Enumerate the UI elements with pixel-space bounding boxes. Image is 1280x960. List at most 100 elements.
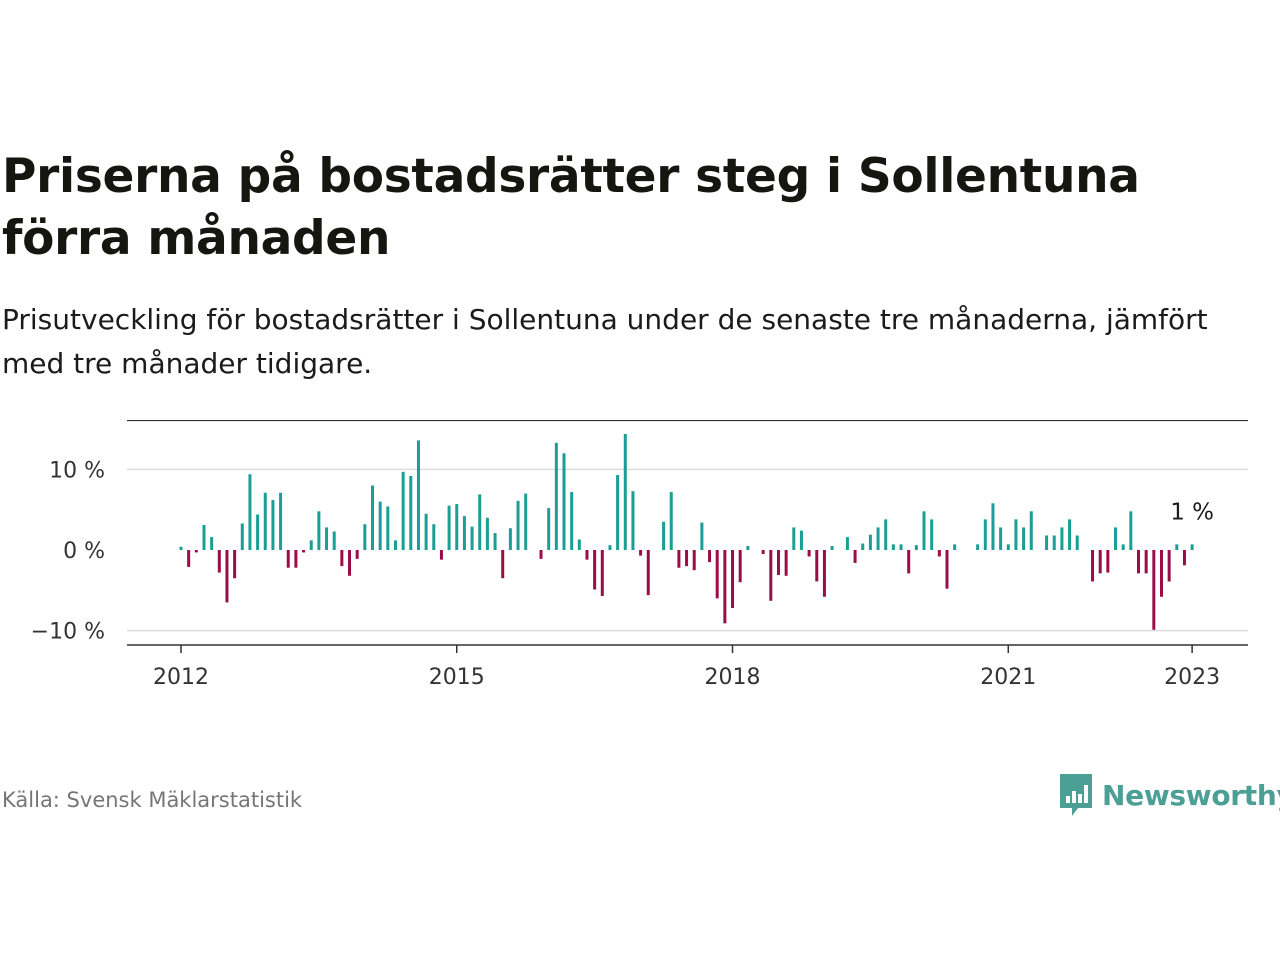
x-tick-label: 2012	[153, 665, 209, 690]
bar	[723, 550, 727, 624]
bar	[600, 550, 604, 596]
bar	[930, 519, 934, 550]
bar	[286, 550, 290, 568]
bar	[516, 500, 520, 550]
bar	[386, 506, 390, 550]
bar	[547, 508, 551, 550]
gridlines	[127, 468, 1248, 632]
bar	[355, 550, 359, 559]
bar	[210, 537, 214, 550]
newsworthy-logo-icon	[1060, 774, 1092, 816]
bar	[577, 539, 581, 550]
bar	[845, 537, 849, 550]
bar	[187, 550, 191, 567]
bar	[279, 492, 283, 550]
bar	[1068, 519, 1072, 550]
bar	[363, 524, 367, 550]
bar	[937, 550, 941, 557]
bar	[1014, 519, 1018, 550]
bar	[616, 475, 620, 550]
bar	[746, 545, 750, 550]
bar	[432, 524, 436, 550]
bar	[907, 550, 911, 574]
bar	[340, 550, 344, 567]
bar	[424, 513, 428, 550]
bar	[1144, 550, 1148, 574]
bar	[317, 511, 321, 550]
bar	[822, 550, 826, 597]
bar	[830, 545, 834, 550]
bar	[991, 503, 995, 550]
bar	[1052, 535, 1056, 550]
bar	[248, 474, 252, 550]
bar	[1045, 535, 1049, 550]
bar	[401, 471, 405, 550]
bar	[685, 550, 689, 567]
bar	[233, 550, 237, 579]
bar	[914, 545, 918, 550]
chart-title: Priserna på bostadsrätter steg i Sollent…	[2, 149, 1140, 266]
bar	[256, 514, 260, 550]
bar	[309, 540, 313, 550]
bar	[240, 523, 244, 550]
bar	[462, 516, 466, 550]
bar	[983, 519, 987, 550]
bar	[731, 550, 735, 609]
bar	[769, 550, 773, 601]
bar	[1075, 535, 1079, 550]
bar	[876, 527, 880, 550]
bar	[179, 546, 183, 550]
bar	[470, 526, 474, 550]
bar-chart: 10 % 0 % −10 % 2012 2015 2018 2021 2023 1 %	[31, 420, 1248, 690]
bar	[585, 550, 589, 560]
bar	[1060, 527, 1064, 550]
bar	[761, 550, 765, 555]
x-tick-label: 2023	[1164, 665, 1220, 690]
bar	[225, 550, 229, 603]
bar	[1129, 511, 1133, 550]
bar	[263, 492, 267, 550]
bar	[194, 550, 198, 553]
bar	[700, 522, 704, 550]
bar	[409, 475, 413, 550]
bar	[1159, 550, 1163, 597]
y-axis: 10 % 0 % −10 %	[31, 458, 105, 644]
bar	[953, 544, 957, 550]
bar	[439, 550, 443, 560]
bar	[1006, 544, 1010, 550]
bar	[493, 533, 497, 550]
bar	[669, 491, 673, 550]
bar	[945, 550, 949, 589]
bar	[799, 530, 803, 550]
bar	[623, 433, 627, 550]
bar	[815, 550, 819, 582]
bar	[639, 550, 643, 556]
bar	[508, 528, 512, 550]
brand-name: Newsworthy	[1102, 778, 1280, 812]
bar	[217, 550, 221, 573]
bar	[1152, 550, 1156, 630]
bar	[715, 550, 719, 599]
bars	[179, 433, 1194, 630]
bar	[1167, 550, 1171, 582]
bar	[677, 550, 681, 568]
bar	[922, 511, 926, 550]
x-tick-label: 2018	[705, 665, 761, 690]
bar	[593, 550, 597, 590]
bar	[792, 527, 796, 550]
bar	[1098, 550, 1102, 574]
bar	[485, 517, 489, 550]
y-tick-label: 10 %	[49, 458, 105, 483]
bar	[868, 534, 872, 550]
x-tick-label: 2015	[429, 665, 485, 690]
bar	[332, 531, 336, 550]
last-value-label: 1 %	[1170, 499, 1214, 525]
bar	[708, 550, 712, 563]
bar	[891, 544, 895, 550]
bar	[478, 494, 482, 550]
bar	[348, 550, 352, 576]
bar	[976, 544, 980, 550]
chart-subtitle: Prisutveckling för bostadsrätter i Solle…	[2, 303, 1208, 380]
bar	[1182, 550, 1186, 566]
bar	[455, 504, 459, 550]
